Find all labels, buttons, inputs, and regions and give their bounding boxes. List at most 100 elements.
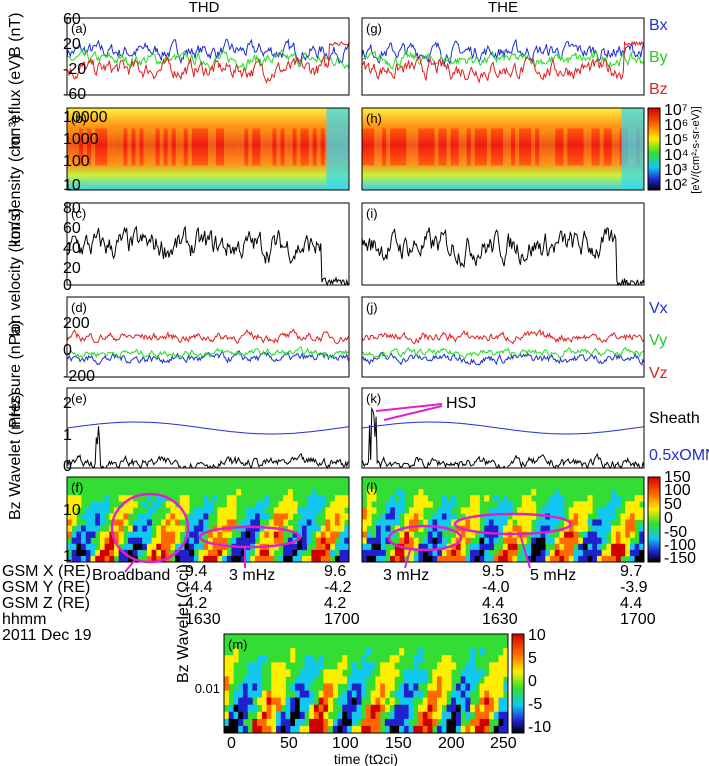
heatmap-f-cell [278, 501, 284, 508]
heatmap-f-cell [90, 501, 96, 508]
heatmap-l-cell [479, 555, 485, 563]
heatmap-m-cell [313, 662, 319, 670]
heatmap-l-cell [634, 495, 640, 502]
heatmap-l-cell [503, 537, 508, 545]
heatmap-m-cell [261, 697, 267, 705]
heatmap-m-cell [361, 725, 367, 734]
heatmap-m-cell [313, 725, 319, 734]
heatmap-m-cell [313, 718, 319, 727]
heatmap-f-cell [316, 537, 322, 545]
heatmap-l-cell [526, 543, 532, 551]
heatmap-l-cell [625, 519, 631, 526]
heatmap-m-cell [479, 711, 485, 720]
heatmap-m-cell [380, 683, 386, 691]
heatmap-m-cell [238, 718, 244, 727]
heatmap-m-cell [432, 718, 438, 727]
heatmap-m-cell [233, 697, 239, 705]
heatmap-m-cell [276, 697, 282, 705]
heatmap-m-cell [408, 704, 414, 713]
heatmap-f-cell [297, 555, 303, 563]
heatmap-l-cell [639, 495, 645, 502]
heatmap-m-cell [299, 669, 305, 677]
heatmap-f-cell [245, 525, 251, 532]
panel-label-g: (g) [366, 21, 382, 36]
heatmap-m-cell [290, 725, 296, 734]
panel-label-m: (m) [228, 637, 248, 652]
heatmap-m-cell [366, 669, 371, 677]
heatmap-b-col [204, 128, 208, 166]
heatmap-f-cell [245, 519, 251, 526]
heatmap-m-cell [295, 725, 300, 734]
heatmap-l-cell [474, 507, 480, 514]
heatmap-l-cell [409, 537, 414, 545]
heatmap-l-cell [597, 555, 602, 563]
heatmap-l-cell [568, 549, 574, 557]
heatmap-l-cell [615, 495, 621, 502]
heatmap-l-cell [582, 543, 588, 551]
heatmap-m-cell [323, 711, 329, 720]
heatmap-m-cell [427, 690, 433, 698]
heatmap-f-cell [165, 543, 171, 551]
heatmap-m-cell [489, 697, 495, 705]
heatmap-h-col [555, 128, 560, 166]
heatmap-f-cell [165, 519, 171, 526]
heatmap-f-cell [67, 495, 72, 502]
heatmap-l-cell [465, 507, 471, 514]
heatmap-f-cell [231, 555, 237, 563]
heatmap-b-col [208, 128, 212, 166]
heatmap-m-cell [257, 718, 263, 727]
heatmap-l-cell [503, 495, 508, 502]
heatmap-m-cell [441, 718, 447, 727]
heatmap-f-cell [76, 549, 82, 557]
heatmap-m-cell [304, 669, 310, 677]
heatmap-f-cell [339, 525, 345, 532]
heatmap-m-cell [370, 725, 376, 734]
heatmap-f-cell [240, 531, 246, 538]
heatmap-m-cell [318, 697, 324, 705]
heatmap-b-col [99, 128, 104, 166]
heatmap-l-cell [512, 543, 518, 551]
heatmap-m-cell [470, 648, 476, 656]
heatmap-l-cell [470, 525, 476, 532]
heatmap-l-cell [503, 507, 508, 514]
heatmap-m-cell [498, 676, 504, 684]
heatmap-l-cell [564, 543, 570, 551]
heatmap-l-cell [625, 549, 631, 557]
tick-b-2: 100 [63, 153, 90, 170]
heatmap-l-cell [615, 555, 621, 563]
heatmap-f-cell [311, 519, 317, 526]
heatmap-l-cell [441, 495, 447, 502]
heatmap-l-cell [545, 501, 551, 508]
heatmap-m-cell [498, 697, 504, 705]
heatmap-l-cell [423, 537, 429, 545]
heatmap-l-cell [554, 549, 560, 557]
heatmap-f-cell [302, 531, 307, 538]
colorbar-eflux-tick-5: 10² [664, 177, 688, 194]
heatmap-m-cell [446, 669, 452, 677]
heatmap-l-cell [437, 555, 443, 563]
heatmap-h-col [450, 128, 455, 166]
heatmap-m-cell [399, 725, 405, 734]
heatmap-l-cell [441, 555, 447, 563]
heatmap-m-cell [242, 697, 248, 705]
heatmap-m-cell [484, 697, 490, 705]
heatmap-f-cell [175, 537, 181, 545]
heatmap-f-cell [316, 501, 322, 508]
heatmap-m-cell [389, 718, 395, 727]
tick-m-x-1: 50 [280, 735, 298, 752]
heatmap-m-cell [498, 711, 504, 720]
heatmap-f-cell [236, 555, 242, 563]
heatmap-f-cell [302, 525, 307, 532]
heatmap-f-cell [259, 507, 265, 514]
heatmap-f-cell [114, 519, 119, 526]
heatmap-l-cell [615, 549, 621, 557]
heatmap-l-cell [526, 555, 532, 563]
heatmap-l-cell [399, 495, 405, 502]
heatmap-f-cell [203, 543, 209, 551]
heatmap-m-cell [465, 704, 471, 713]
heatmap-l-cell [620, 531, 626, 538]
heatmap-l-cell [531, 549, 537, 557]
heatmap-m-cell [489, 669, 495, 677]
heatmap-h-col [551, 128, 556, 166]
